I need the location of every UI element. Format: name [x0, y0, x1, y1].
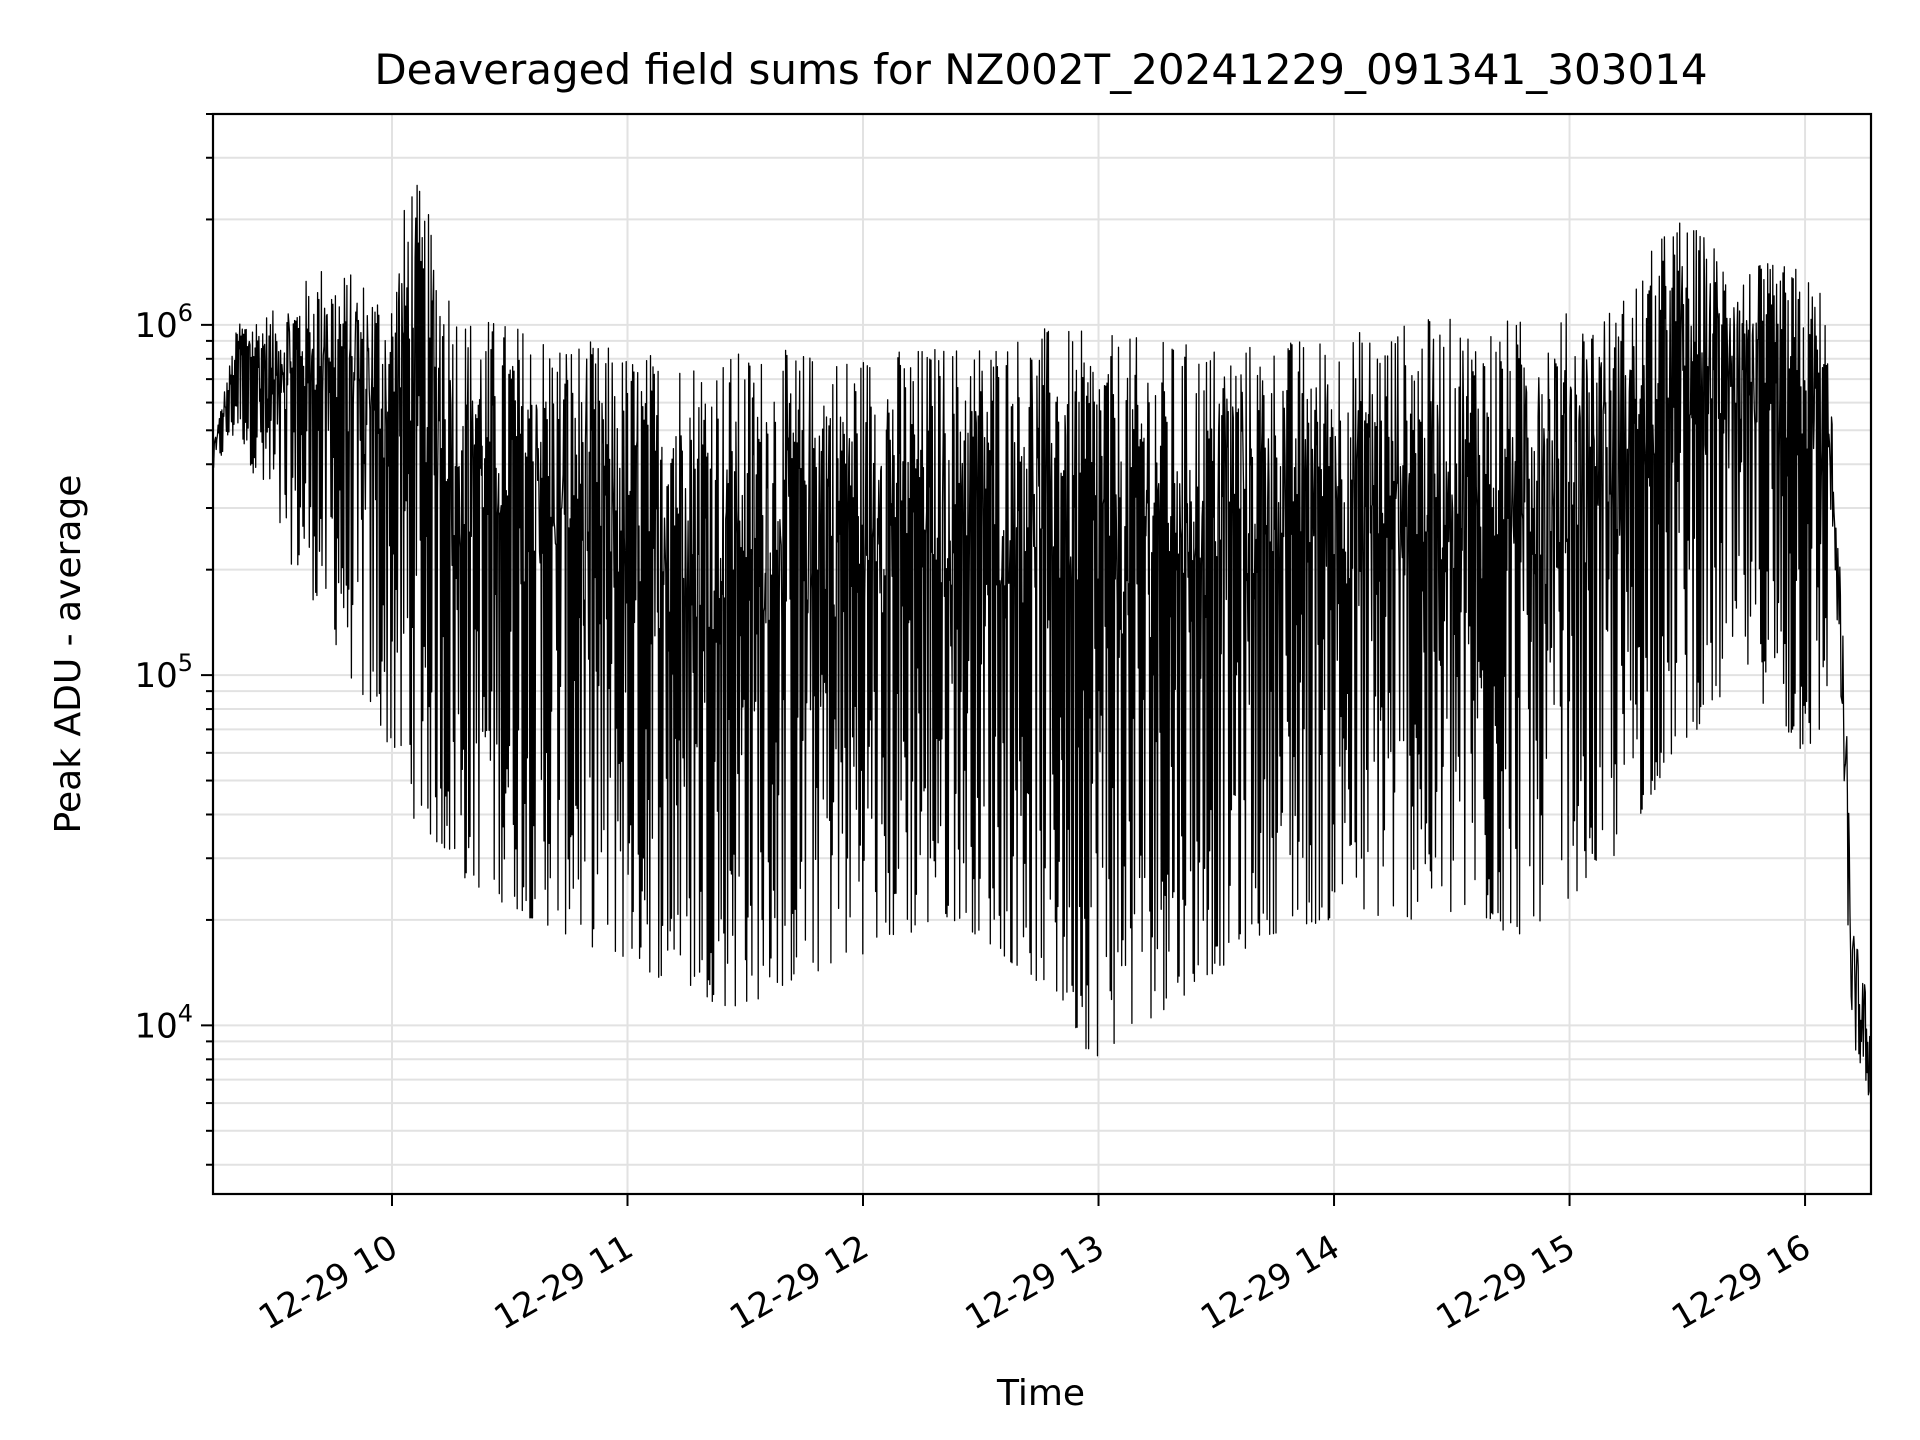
y-tick-label-base: 10: [134, 656, 177, 696]
y-tick-label: 106: [134, 299, 193, 346]
x-axis-label: Time: [996, 1373, 1085, 1414]
chart-title: Deaveraged field sums for NZ002T_2024122…: [374, 45, 1707, 94]
y-tick-label: 105: [134, 649, 193, 696]
y-axis-label: Peak ADU - average: [48, 475, 89, 834]
plot-frame: [211, 112, 1873, 1196]
series-line: [212, 184, 1872, 1096]
data-layer: [212, 184, 1872, 1096]
y-tick-label-exponent: 4: [178, 999, 193, 1027]
y-tick-label-exponent: 6: [178, 299, 193, 327]
y-tick-label-base: 10: [134, 306, 177, 346]
y-tick-label-exponent: 5: [178, 649, 193, 677]
y-tick-label-base: 10: [134, 1006, 177, 1046]
y-tick-label: 104: [134, 999, 193, 1046]
